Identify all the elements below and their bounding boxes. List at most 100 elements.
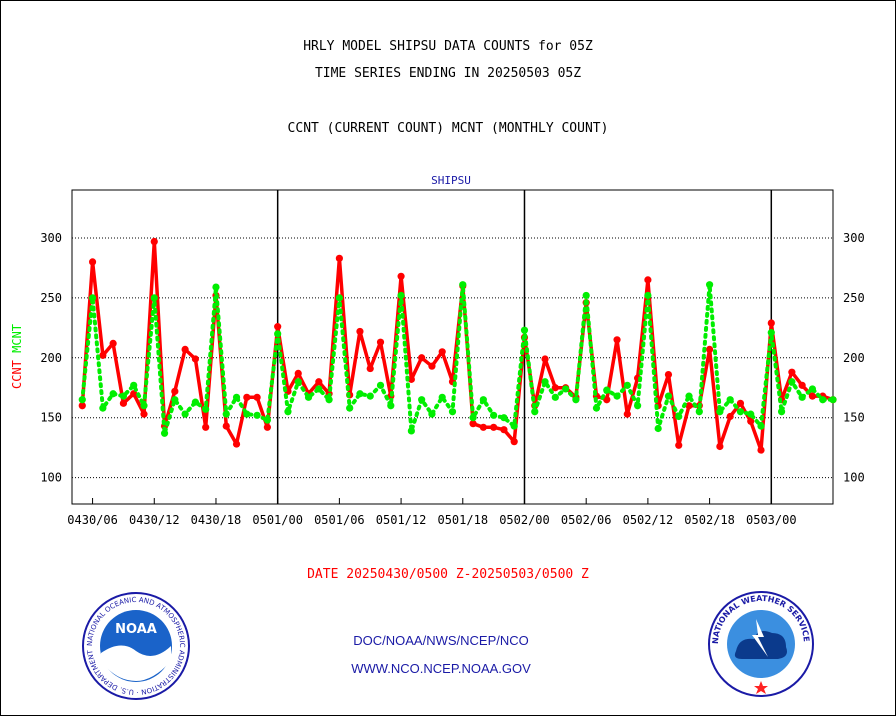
data-point-mcnt (181, 410, 189, 418)
y-tick-label-right: 150 (843, 411, 865, 425)
data-point-mcnt (572, 396, 580, 404)
data-point-mcnt (376, 381, 385, 389)
data-point-ccnt (418, 354, 426, 362)
data-point-ccnt (705, 345, 714, 353)
data-point-mcnt (212, 283, 220, 291)
data-point-mcnt (284, 408, 292, 416)
noaa-logo: NATIONAL OCEANIC AND ATMOSPHERIC ADMINIS… (81, 591, 190, 700)
data-point-ccnt (150, 237, 158, 246)
data-point-mcnt (418, 396, 426, 404)
data-point-mcnt (202, 405, 210, 413)
data-point-ccnt (356, 327, 364, 336)
data-point-mcnt (613, 392, 621, 400)
data-point-mcnt (788, 378, 796, 386)
x-tick-label: 0502/00 (499, 513, 550, 527)
data-point-ccnt (685, 402, 693, 410)
x-tick-label: 0501/18 (437, 513, 488, 527)
data-point-mcnt (829, 396, 837, 404)
data-point-mcnt (675, 412, 683, 421)
data-point-ccnt (767, 319, 775, 327)
data-point-ccnt (788, 368, 796, 376)
y-tick-label-left: 300 (40, 231, 62, 245)
data-point-mcnt (171, 396, 179, 404)
y-tick-label-left: 100 (40, 471, 62, 485)
data-point-mcnt (459, 281, 467, 289)
x-tick-label: 0502/12 (623, 513, 674, 527)
x-tick-label: 0430/18 (191, 513, 242, 527)
data-point-ccnt (171, 387, 179, 395)
data-point-ccnt (479, 423, 487, 431)
data-point-mcnt (469, 414, 477, 422)
data-point-mcnt (747, 410, 755, 418)
series-description: CCNT (CURRENT COUNT) MCNT (MONTHLY COUNT… (287, 121, 609, 136)
data-point-ccnt (675, 441, 683, 449)
data-point-ccnt (613, 336, 621, 344)
data-point-ccnt (274, 323, 282, 331)
data-point-mcnt (243, 410, 251, 418)
y-tick-label-right: 200 (843, 351, 865, 365)
data-point-mcnt (654, 424, 662, 433)
data-point-mcnt (685, 392, 693, 400)
data-point-mcnt (562, 385, 570, 393)
data-point-mcnt (315, 385, 323, 393)
data-point-mcnt (726, 396, 734, 404)
data-point-mcnt (356, 390, 364, 398)
data-point-ccnt (140, 410, 148, 418)
data-point-mcnt (777, 408, 786, 416)
series-line-mcnt (80, 282, 835, 436)
data-point-mcnt (191, 398, 200, 406)
data-point-mcnt (130, 381, 138, 389)
x-tick-label: 0430/06 (67, 513, 118, 527)
x-tick-label: 0501/06 (314, 513, 365, 527)
data-point-mcnt (623, 381, 631, 389)
data-point-mcnt (160, 429, 169, 437)
x-tick-label: 0501/12 (376, 513, 427, 527)
data-point-mcnt (263, 416, 271, 424)
data-point-mcnt (664, 392, 673, 400)
x-tick-label: 0430/12 (129, 513, 180, 527)
data-point-mcnt (325, 396, 333, 404)
data-point-mcnt (99, 404, 107, 412)
data-point-ccnt (294, 369, 302, 377)
data-point-ccnt (747, 417, 755, 425)
data-point-mcnt (387, 402, 395, 410)
data-point-mcnt (448, 408, 457, 416)
data-point-mcnt (705, 281, 714, 289)
data-point-mcnt (767, 329, 775, 337)
date-range: DATE 20250430/0500 Z-20250503/0500 Z (307, 567, 589, 582)
data-point-ccnt (469, 420, 477, 428)
data-point-ccnt (510, 438, 518, 446)
data-point-ccnt (500, 426, 508, 434)
chart-title: HRLY MODEL SHIPSU DATA COUNTS for 05Z (303, 39, 593, 54)
data-point-ccnt (623, 410, 631, 418)
data-point-ccnt (315, 378, 323, 386)
data-point-ccnt (335, 254, 343, 262)
x-tick-label: 0502/06 (561, 513, 612, 527)
data-point-mcnt (808, 385, 817, 393)
data-point-ccnt (716, 442, 724, 451)
data-point-ccnt (397, 272, 405, 280)
org-path-link[interactable]: DOC/NOAA/NWS/NCEP/NCO (353, 633, 529, 648)
data-point-ccnt (757, 446, 765, 454)
data-point-ccnt (490, 423, 498, 431)
y-tick-label-right: 300 (843, 231, 865, 245)
website-link[interactable]: WWW.NCO.NCEP.NOAA.GOV (351, 661, 531, 676)
data-point-ccnt (263, 423, 271, 431)
data-point-mcnt (274, 330, 282, 338)
data-point-mcnt (232, 393, 241, 401)
data-point-mcnt (150, 294, 158, 302)
data-point-ccnt (243, 393, 251, 401)
data-point-ccnt (798, 381, 806, 389)
data-point-ccnt (222, 422, 230, 430)
data-point-mcnt (78, 396, 86, 404)
data-point-mcnt (757, 422, 765, 430)
data-point-mcnt (551, 393, 559, 401)
data-point-ccnt (644, 276, 652, 284)
y-axis-label-ccnt: CCNT (10, 360, 24, 389)
x-tick-label: 0502/18 (684, 513, 735, 527)
data-point-mcnt (490, 411, 498, 419)
y-axis-label-mcnt: MCNT (10, 324, 24, 360)
y-tick-label-left: 250 (40, 291, 62, 305)
y-tick-label-right: 250 (843, 291, 865, 305)
